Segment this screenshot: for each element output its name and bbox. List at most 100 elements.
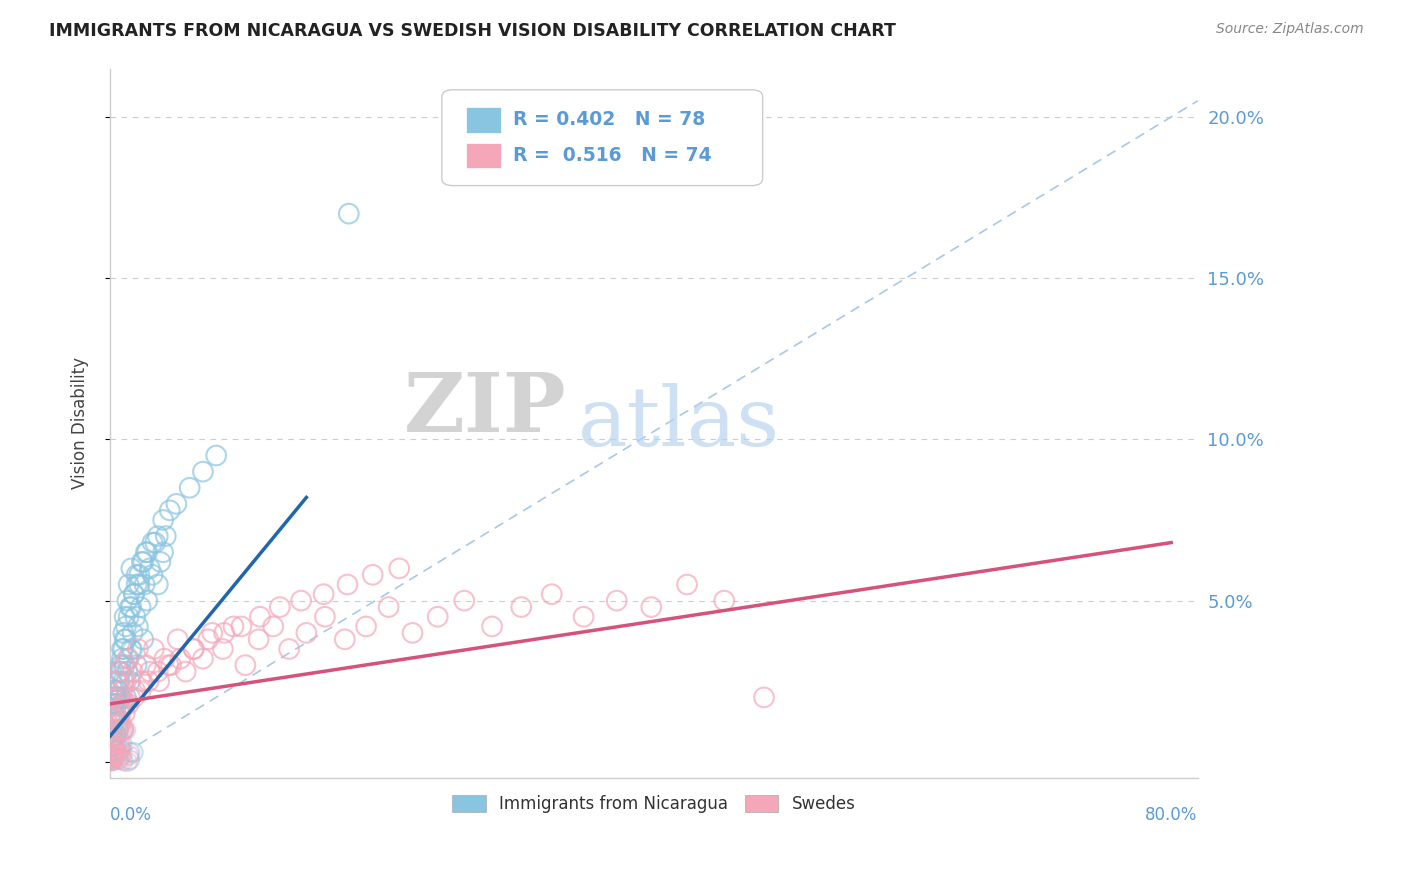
Point [100,751,122,765]
FancyBboxPatch shape [441,90,762,186]
Point [112,658,135,673]
Point [165,497,187,511]
Point [105,725,128,739]
Point [159,503,181,517]
Point [101,741,124,756]
Point [101,749,124,764]
Point [713,593,735,607]
Point [108,735,131,749]
Point [104,747,127,762]
Point [336,577,359,591]
Point [128,577,150,591]
Point [117,755,139,769]
Point [120,642,142,657]
Point [110,690,132,705]
Point [100,686,122,700]
Y-axis label: Vision Disability: Vision Disability [72,358,89,490]
Point [752,690,775,705]
Point [103,716,125,731]
Point [121,665,143,679]
Point [124,684,146,698]
Point [290,593,312,607]
Point [121,643,143,657]
Point [110,716,132,731]
Point [201,626,224,640]
Point [105,697,128,711]
Point [131,674,153,689]
Point [112,754,135,768]
Point [115,632,138,647]
Point [112,723,135,737]
Point [104,682,127,697]
Point [114,658,136,673]
Point [105,689,128,703]
Point [105,674,128,689]
Point [111,697,134,711]
Point [107,711,129,725]
Point [134,577,156,591]
Point [107,723,129,737]
Point [101,751,124,765]
Point [333,632,356,647]
Point [117,593,139,607]
Point [183,642,205,657]
Point [112,626,135,640]
Point [103,712,125,726]
Point [105,693,128,707]
Point [205,449,228,463]
Point [104,690,127,705]
Point [141,567,163,582]
Point [101,754,124,768]
Point [117,577,139,591]
Point [139,561,162,575]
Point [312,587,335,601]
Point [122,587,145,601]
Point [166,632,188,647]
Point [247,632,270,647]
Text: IMMIGRANTS FROM NICARAGUA VS SWEDISH VISION DISABILITY CORRELATION CHART: IMMIGRANTS FROM NICARAGUA VS SWEDISH VIS… [49,22,896,40]
Point [101,750,124,764]
Point [104,747,127,762]
Point [101,739,124,753]
Point [101,697,124,711]
Point [101,754,124,768]
Point [115,619,138,633]
Point [100,713,122,727]
Point [112,674,135,689]
Point [111,651,134,665]
Point [128,567,150,582]
Point [191,465,214,479]
Point [100,751,122,765]
Point [103,731,125,746]
Point [114,632,136,647]
Text: atlas: atlas [578,384,780,463]
Point [132,555,155,569]
Point [388,561,411,575]
Point [103,684,125,698]
Point [105,716,128,731]
Point [114,697,136,711]
Point [111,736,134,750]
Point [101,754,124,768]
Point [139,665,162,679]
Point [122,745,145,759]
Point [211,642,233,657]
Point [222,619,245,633]
Point [100,752,122,766]
Point [110,741,132,756]
Point [136,545,159,559]
Point [262,619,284,633]
Text: 80.0%: 80.0% [1146,806,1198,824]
Point [108,674,131,689]
Point [107,723,129,737]
Point [111,684,134,698]
Point [104,729,127,743]
Point [104,729,127,743]
Point [129,684,152,698]
Point [107,752,129,766]
Point [361,567,384,582]
Point [110,658,132,673]
Point [105,734,128,748]
Point [640,600,662,615]
Point [117,651,139,665]
